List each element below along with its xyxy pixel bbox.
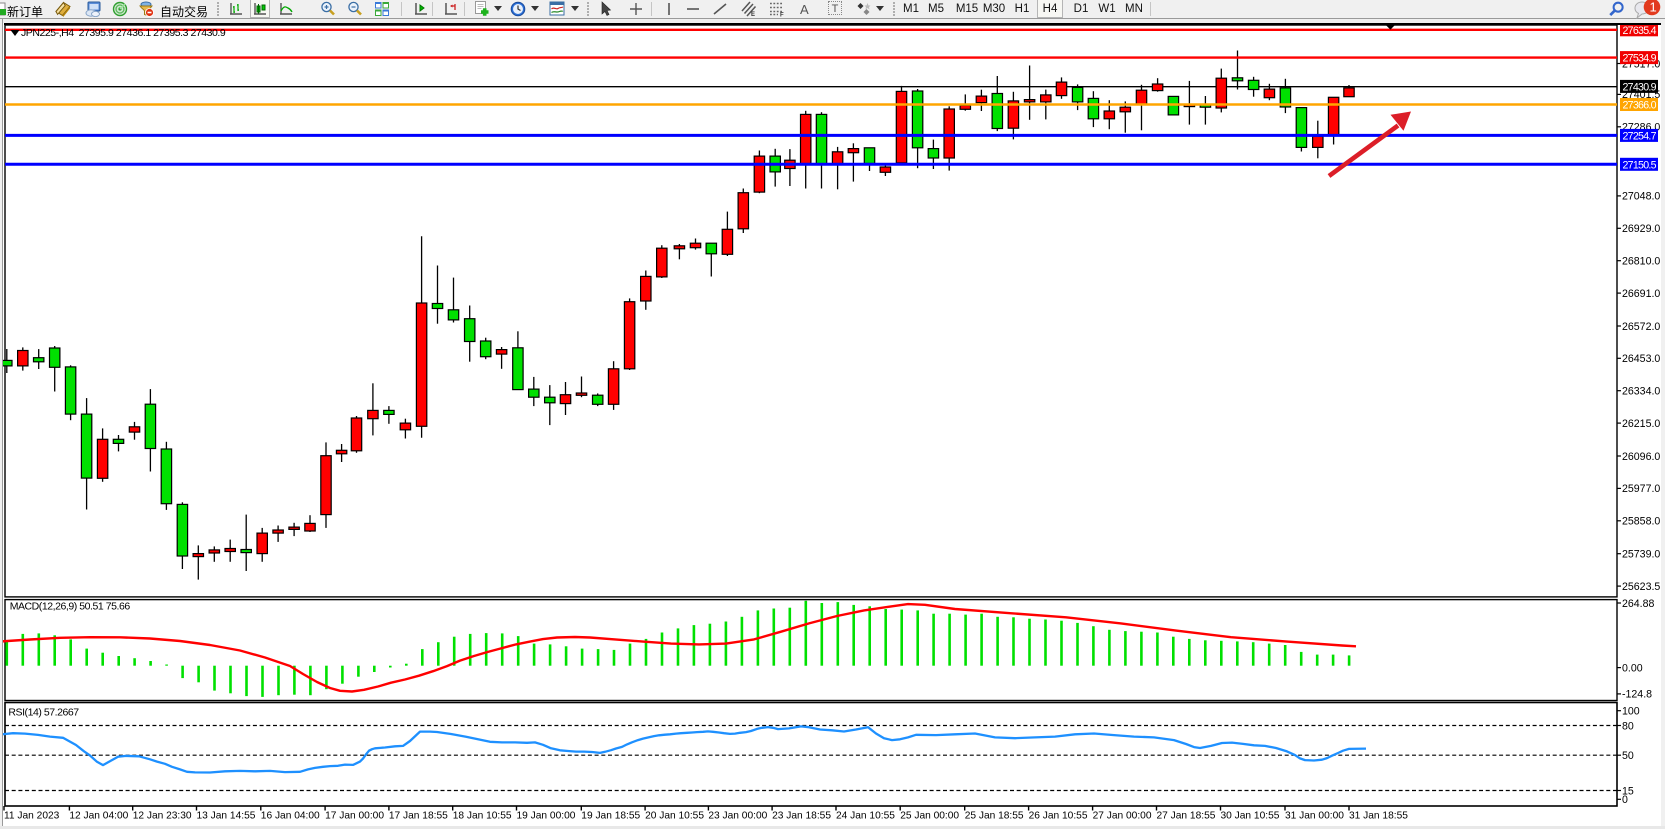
- svg-text:-124.8: -124.8: [1622, 689, 1652, 701]
- svg-text:26334.0: 26334.0: [1622, 386, 1660, 398]
- svg-text:19 Jan 00:00: 19 Jan 00:00: [517, 811, 576, 822]
- svg-text:12 Jan 04:00: 12 Jan 04:00: [69, 811, 128, 822]
- svg-text:27150.5: 27150.5: [1623, 159, 1657, 171]
- svg-text:26453.0: 26453.0: [1622, 353, 1660, 365]
- svg-text:26810.0: 26810.0: [1622, 256, 1660, 268]
- svg-text:27 Jan 00:00: 27 Jan 00:00: [1093, 811, 1152, 822]
- svg-text:13 Jan 14:55: 13 Jan 14:55: [197, 811, 256, 822]
- svg-text:17 Jan 00:00: 17 Jan 00:00: [325, 811, 384, 822]
- svg-text:26 Jan 10:55: 26 Jan 10:55: [1029, 811, 1088, 822]
- svg-text:12 Jan 23:30: 12 Jan 23:30: [133, 811, 192, 822]
- svg-text:26096.0: 26096.0: [1622, 451, 1660, 463]
- svg-text:31 Jan 00:00: 31 Jan 00:00: [1285, 811, 1344, 822]
- svg-text:MACD(12,26,9) 50.51 75.66: MACD(12,26,9) 50.51 75.66: [10, 601, 131, 613]
- svg-text:26929.0: 26929.0: [1622, 223, 1660, 235]
- svg-text:30 Jan 10:55: 30 Jan 10:55: [1221, 811, 1280, 822]
- svg-text:27254.7: 27254.7: [1623, 130, 1657, 142]
- svg-text:24 Jan 10:55: 24 Jan 10:55: [836, 811, 895, 822]
- svg-text:27048.0: 27048.0: [1622, 191, 1660, 203]
- svg-text:11 Jan 2023: 11 Jan 2023: [4, 811, 60, 822]
- svg-text:25977.0: 25977.0: [1622, 483, 1660, 495]
- svg-text:F: F: [780, 13, 784, 18]
- svg-text:26215.0: 26215.0: [1622, 418, 1660, 430]
- svg-text:26691.0: 26691.0: [1622, 288, 1660, 300]
- svg-text:1: 1: [1650, 0, 1657, 15]
- svg-text:50: 50: [1622, 750, 1634, 762]
- svg-text:264.88: 264.88: [1622, 598, 1655, 610]
- svg-text:19 Jan 18:55: 19 Jan 18:55: [581, 811, 640, 822]
- svg-text:100: 100: [1622, 706, 1640, 718]
- svg-text:27 Jan 18:55: 27 Jan 18:55: [1157, 811, 1216, 822]
- svg-text:0.00: 0.00: [1622, 662, 1643, 674]
- svg-text:25739.0: 25739.0: [1622, 549, 1660, 561]
- svg-text:JPN225-,H4 27395.9 27436.1 27: JPN225-,H4 27395.9 27436.1 27395.3 27430…: [21, 27, 226, 39]
- svg-text:27366.0: 27366.0: [1623, 100, 1657, 112]
- svg-text:25 Jan 00:00: 25 Jan 00:00: [900, 811, 959, 822]
- svg-text:27635.4: 27635.4: [1623, 25, 1657, 37]
- svg-text:25 Jan 18:55: 25 Jan 18:55: [965, 811, 1024, 822]
- svg-text:16 Jan 04:00: 16 Jan 04:00: [261, 811, 320, 822]
- svg-text:RSI(14) 57.2667: RSI(14) 57.2667: [8, 707, 79, 719]
- svg-text:20 Jan 10:55: 20 Jan 10:55: [645, 811, 704, 822]
- svg-text:15: 15: [1622, 785, 1634, 797]
- svg-text:80: 80: [1622, 720, 1634, 732]
- svg-text:27430.9: 27430.9: [1623, 81, 1657, 93]
- svg-text:0: 0: [1622, 794, 1628, 806]
- svg-text:18 Jan 10:55: 18 Jan 10:55: [453, 811, 512, 822]
- svg-text:E: E: [751, 12, 755, 17]
- svg-text:25623.5: 25623.5: [1622, 581, 1660, 593]
- svg-text:17 Jan 18:55: 17 Jan 18:55: [389, 811, 448, 822]
- svg-text:23 Jan 18:55: 23 Jan 18:55: [772, 811, 831, 822]
- svg-text:27534.9: 27534.9: [1623, 53, 1657, 65]
- svg-text:25858.0: 25858.0: [1622, 516, 1660, 528]
- svg-text:26572.0: 26572.0: [1622, 321, 1660, 333]
- svg-text:23 Jan 00:00: 23 Jan 00:00: [708, 811, 767, 822]
- svg-text:31 Jan 18:55: 31 Jan 18:55: [1349, 811, 1408, 822]
